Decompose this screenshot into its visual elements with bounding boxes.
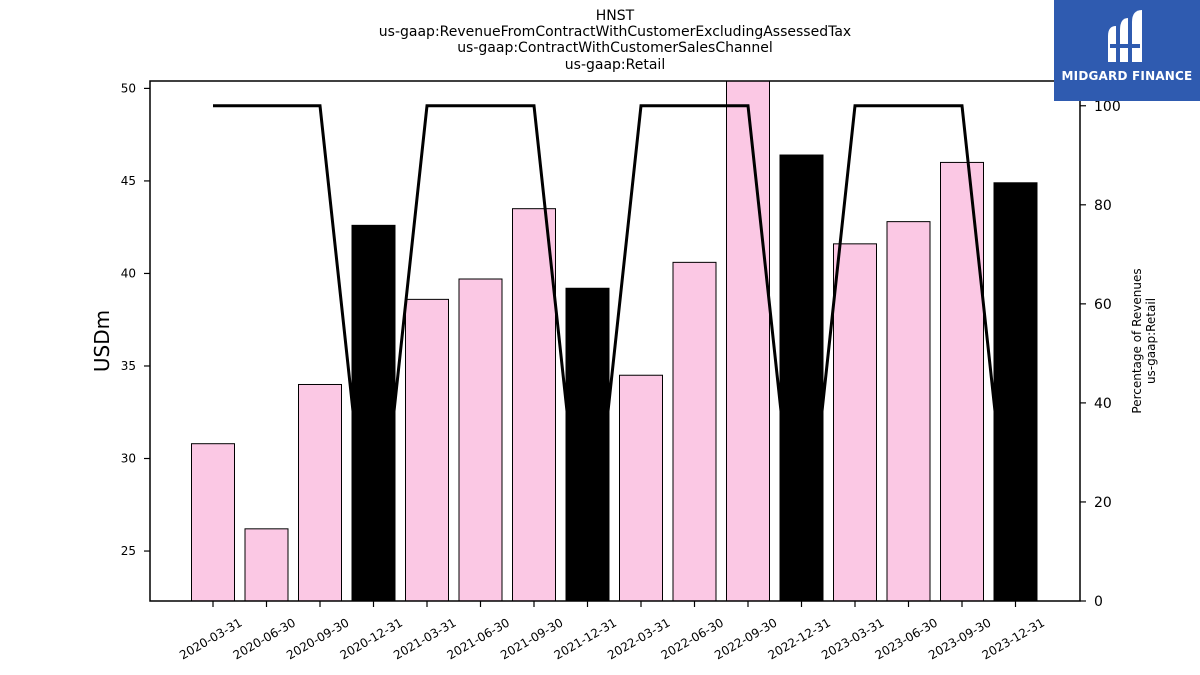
y-tick-label: 45 xyxy=(121,174,136,188)
y-axis-label: USDm xyxy=(90,310,114,372)
bar-2022-06-30 xyxy=(672,261,717,601)
logo-mark-icon xyxy=(1108,10,1142,62)
y2-tick-label: 100 xyxy=(1094,99,1121,115)
bar-2023-06-30 xyxy=(886,221,931,601)
bar-2021-09-30 xyxy=(512,208,556,601)
y2-axis-label-line-2: us-gaap:Retail xyxy=(1144,298,1158,384)
title-line-3: us-gaap:ContractWithCustomerSalesChannel xyxy=(457,40,773,56)
chart-title: HNST us-gaap:RevenueFromContractWithCust… xyxy=(379,8,851,73)
bar-2022-12-31 xyxy=(779,154,824,601)
title-line-2: us-gaap:RevenueFromContractWithCustomerE… xyxy=(379,24,851,40)
y2-tick-label: 20 xyxy=(1094,495,1112,511)
bar-2021-03-31 xyxy=(405,298,449,601)
y-tick-label: 30 xyxy=(121,452,136,466)
line-series xyxy=(213,104,1017,601)
bar-series xyxy=(191,81,1038,601)
bar-2023-09-30 xyxy=(940,161,984,601)
y2-axis-label: Percentage of Revenues us-gaap:Retail xyxy=(1130,268,1158,413)
bar-2021-12-31 xyxy=(565,287,610,601)
title-line-1: HNST xyxy=(596,8,635,24)
y2-axis-label-line-1: Percentage of Revenues xyxy=(1130,268,1144,413)
title-line-4: us-gaap:Retail xyxy=(565,57,665,73)
bar-2023-03-31 xyxy=(833,243,877,601)
bar-2022-03-31 xyxy=(619,374,663,601)
bar-2021-06-30 xyxy=(458,278,503,601)
bar-2020-03-31 xyxy=(191,443,235,601)
bar-2022-09-30 xyxy=(726,81,770,601)
midgard-finance-logo: MIDGARD FINANCE xyxy=(1054,0,1200,101)
retail-percentage-line xyxy=(213,104,1017,601)
y2-tick-label: 80 xyxy=(1094,198,1112,214)
bar-2023-12-31 xyxy=(993,182,1038,601)
y-tick-label: 25 xyxy=(121,544,136,558)
y2-tick-label: 40 xyxy=(1094,396,1112,412)
y2-tick-label: 0 xyxy=(1094,594,1103,610)
y-tick-label: 50 xyxy=(121,81,136,95)
y-tick-label: 35 xyxy=(121,359,136,373)
y2-tick-label: 60 xyxy=(1094,297,1112,313)
bar-2020-09-30 xyxy=(298,383,342,601)
bar-2020-06-30 xyxy=(244,528,289,601)
plot-frame xyxy=(149,80,1081,602)
y-tick-label: 40 xyxy=(121,266,136,280)
bar-2020-12-31 xyxy=(351,224,396,601)
logo-text: MIDGARD FINANCE xyxy=(1061,69,1193,83)
